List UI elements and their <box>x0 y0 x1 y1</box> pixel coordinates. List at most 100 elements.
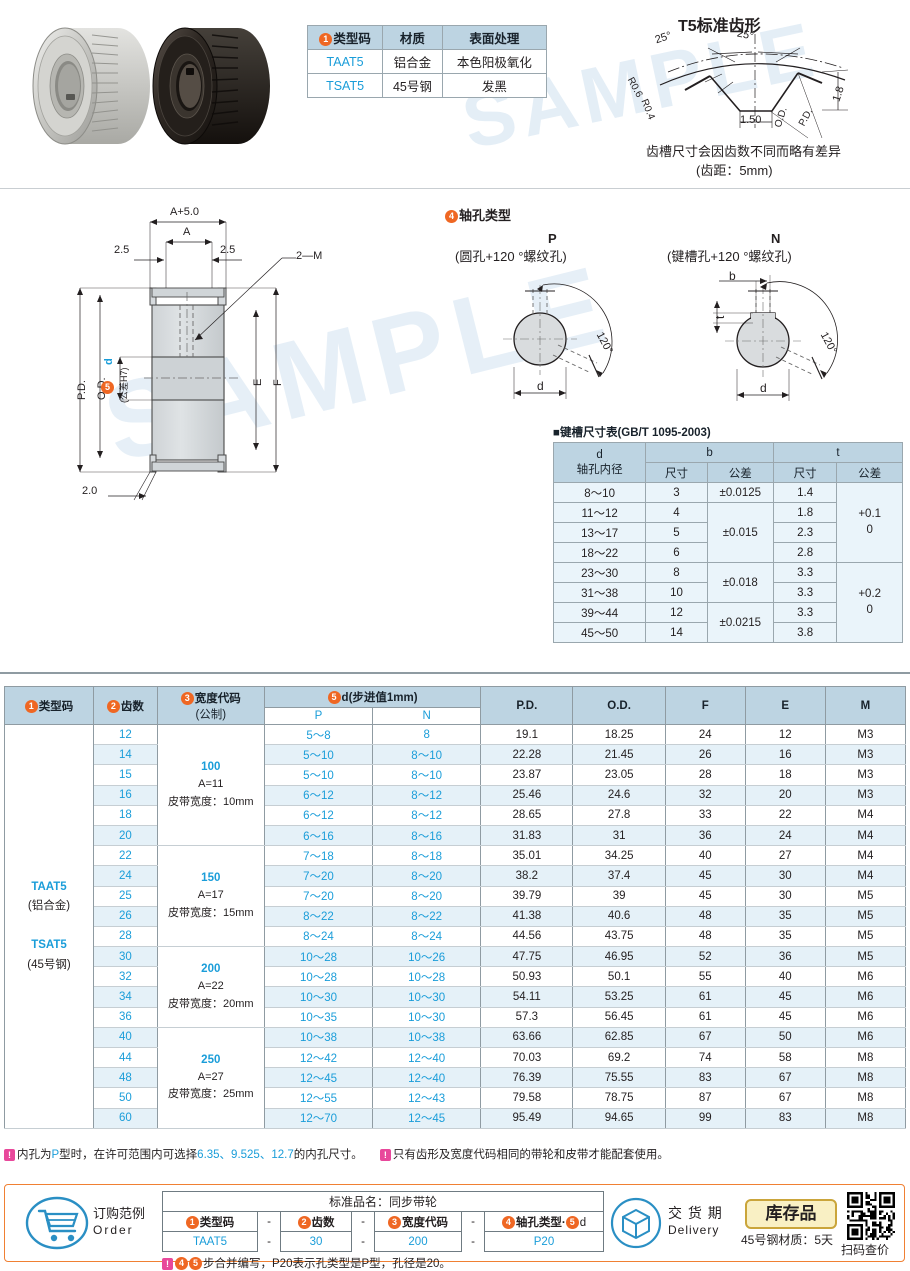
keyway-b: 3 <box>645 482 708 503</box>
order-label-en: Order <box>93 1223 134 1237</box>
e-value: 30 <box>744 865 826 887</box>
m-value: M3 <box>824 785 907 806</box>
m-value: M4 <box>824 865 907 887</box>
col-width-code: 3 宽度代码 (公制) <box>156 686 265 725</box>
f-value: 26 <box>664 744 746 766</box>
keyway-d: 31～38 <box>552 582 647 603</box>
bore-p-d-label: d <box>537 379 544 393</box>
f-value: 24 <box>664 724 746 746</box>
pd-value: 57.3 <box>480 1007 574 1028</box>
pd-value: 39.79 <box>480 886 574 907</box>
bore-p-range: 12～45 <box>263 1067 374 1089</box>
e-value: 22 <box>744 805 826 826</box>
flat-width-label: 1.50 <box>740 114 762 126</box>
m-value: M3 <box>824 724 907 746</box>
table-row: 20 6～16 8～16 31.83 31 36 24 M4 <box>5 825 907 847</box>
col-e: E <box>744 686 826 725</box>
table-row: 14 5～10 8～10 22.28 21.45 26 16 M3 <box>5 744 907 766</box>
badge-5: 5 <box>101 381 114 394</box>
bore-p-range: 12～70 <box>263 1108 374 1129</box>
table-row: 40 250 A=27 皮带宽度：25mm 10～38 10～38 63.66 62.85 67… <box>5 1027 907 1129</box>
keyway-t-tol: +0.1 0 <box>836 482 903 563</box>
bore-p-range: 6～12 <box>263 805 374 826</box>
bore-n-range: 10～28 <box>372 966 482 988</box>
f-value: 28 <box>664 764 746 786</box>
e-value: 12 <box>744 724 826 746</box>
col-teeth: 2 齿数 <box>93 686 158 725</box>
od-value: 46.95 <box>572 946 666 968</box>
bore-p-range: 6～12 <box>263 785 374 806</box>
bore-p-range: 5～10 <box>263 744 374 766</box>
order-sep: - <box>361 1235 365 1248</box>
teeth-value: 50 <box>93 1087 158 1109</box>
badge-4: 4 <box>501 1215 515 1229</box>
dim-pd-label: P.D. <box>76 380 88 400</box>
keyway-d: 11～12 <box>552 502 647 523</box>
bore-n-range: 8～10 <box>372 744 482 766</box>
m-value: M6 <box>824 1007 907 1028</box>
keyway-t: 1.4 <box>772 482 838 503</box>
table-row: 13～17 5 2.3 <box>552 522 903 543</box>
badge-4: 4 <box>445 210 458 223</box>
keyway-t: 3.3 <box>772 602 838 623</box>
table-row: 45～50 14 3.8 <box>552 622 903 643</box>
table-row: TSAT5 45号钢 发黑 <box>306 73 548 98</box>
bore-p-range: 5～10 <box>263 764 374 786</box>
keyway-b: 10 <box>645 582 708 603</box>
tooth-profile-diagram: T5标准齿形 25° 25° R0.6 R0.4 1.50 O. <box>600 10 905 190</box>
qr-code[interactable] <box>847 1192 895 1245</box>
f-value: 45 <box>664 865 746 887</box>
f-value: 48 <box>664 926 746 948</box>
bore-n-range: 8～12 <box>372 805 482 826</box>
keyway-header-t-tol: 公差 <box>836 462 903 483</box>
col-type-code: 1 类型码 <box>3 686 95 725</box>
pd-value: 23.87 <box>480 764 574 786</box>
order-label-cn: 订购范例 <box>93 1206 146 1221</box>
bore-n-range: 8～20 <box>372 886 482 907</box>
dim-left-label: 2.5 <box>114 244 130 256</box>
teeth-value: 18 <box>93 805 158 826</box>
type-code-cell: TAAT5 (铝合金) TSAT5 (45号钢) <box>3 724 95 1129</box>
badge-1: 1 <box>24 699 38 713</box>
table-row: 11～12 4 ±0.015 1.8 <box>552 502 903 563</box>
f-value: 32 <box>664 785 746 806</box>
keyway-t: 3.8 <box>772 622 838 643</box>
bore-p-range: 10～28 <box>263 946 374 968</box>
teeth-value: 28 <box>93 926 158 948</box>
order-sep: - <box>267 1235 271 1248</box>
keyway-table: d 轴孔内径 b t 尺寸 公差 尺寸 公差 8～10 3 ±0.0125 1.4 +0… <box>552 442 904 643</box>
table-row: 34 10～30 10～30 54.11 53.25 61 45 M6 <box>5 986 907 1008</box>
m-value: M8 <box>824 1108 907 1129</box>
bore-n-range: 12～40 <box>372 1067 482 1089</box>
bore-p-range: 8～24 <box>263 926 374 948</box>
f-value: 83 <box>664 1067 746 1089</box>
od-value: 78.75 <box>572 1087 666 1109</box>
order-panel: 订购范例 Order 标准品名：同步带轮 1 类型码 - 2 齿数 - 3 宽度代码 … <box>4 1184 905 1270</box>
pd-value: 95.49 <box>480 1108 574 1129</box>
table-row: 26 8～22 8～22 41.38 40.6 48 35 M5 <box>5 906 907 927</box>
od-value: 75.55 <box>572 1067 666 1089</box>
stock-note: 45号钢材质：5天 <box>741 1233 834 1247</box>
table-row: 18 6～12 8～12 28.65 27.8 33 22 M4 <box>5 805 907 826</box>
badge-5: 5 <box>327 691 341 704</box>
teeth-value: 26 <box>93 906 158 927</box>
order-value-width: 200 <box>374 1231 462 1252</box>
teeth-value: 14 <box>93 744 158 766</box>
order-sep: - <box>471 1235 475 1248</box>
table-row: 48 12～45 12～40 76.39 75.55 83 67 M8 <box>5 1067 907 1089</box>
od-value: 24.6 <box>572 785 666 806</box>
e-value: 24 <box>744 825 826 847</box>
pd-value: 44.56 <box>480 926 574 948</box>
order-example-table: 标准品名：同步带轮 1 类型码 - 2 齿数 - 3 宽度代码 - 4 轴孔类型· 5 d <box>162 1191 604 1271</box>
m-value: M5 <box>824 886 907 907</box>
table-row: 50 12～55 12～43 79.58 78.75 87 67 M8 <box>5 1087 907 1109</box>
keyway-d: 8～10 <box>552 482 647 503</box>
table-row: 44 12～42 12～40 70.03 69.2 74 58 M8 <box>5 1047 907 1069</box>
keyway-d: 18～22 <box>552 542 647 563</box>
od-value: 94.65 <box>572 1108 666 1129</box>
col-m: M <box>824 686 907 725</box>
od-value: 43.75 <box>572 926 666 948</box>
m-value: M4 <box>824 845 907 867</box>
bore-type-p: P (圆孔+120 °螺纹孔) 120° d <box>445 231 665 406</box>
f-value: 33 <box>664 805 746 826</box>
